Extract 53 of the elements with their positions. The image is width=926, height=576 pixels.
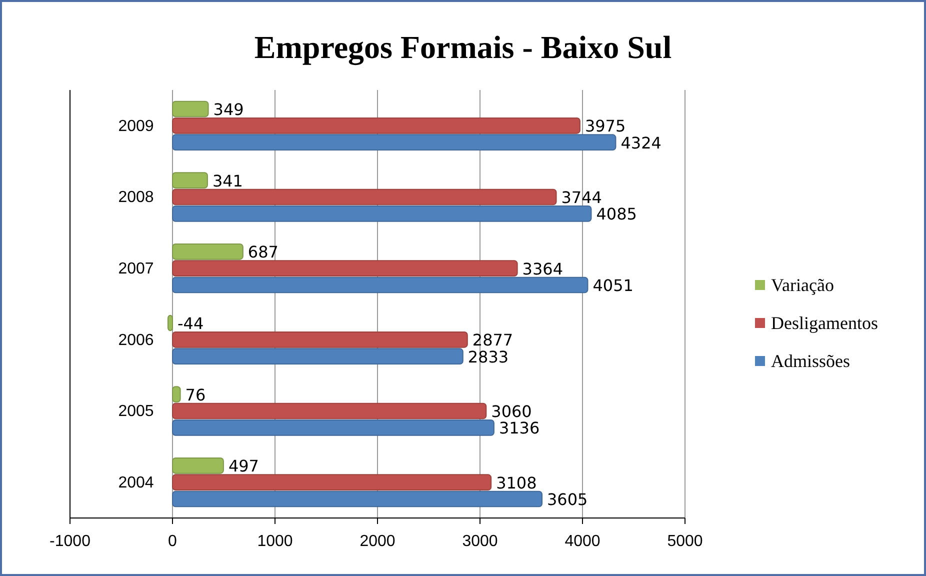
bar [172,420,494,436]
data-label: 341 [212,171,243,190]
data-label: 3364 [522,259,564,278]
data-label: 4051 [592,276,634,296]
x-tick-label: 0 [168,533,178,550]
bar [172,348,464,365]
x-tick-label: 5000 [667,533,703,550]
bar [172,243,244,260]
bar [172,276,588,294]
data-label: 2877 [472,330,514,350]
data-label: 3108 [496,473,537,492]
bar [172,172,208,188]
data-label: 3605 [547,490,588,510]
bar [172,490,543,508]
y-tick-label: 2004 [118,474,154,492]
bar [172,206,592,222]
bar [172,100,209,118]
data-label: 687 [248,242,278,262]
x-tick-label: 1000 [257,533,293,550]
bar [172,386,181,402]
data-label: -44 [178,314,204,333]
bar [172,188,557,206]
legend-label: Admissões [771,351,850,371]
data-label: 4324 [620,133,662,152]
data-label: 3744 [561,188,602,207]
bar [172,474,492,491]
data-label: 3975 [584,116,626,136]
bar [172,457,224,474]
data-label: 497 [228,456,259,476]
data-label: 4085 [596,204,637,224]
chart-title: Empregos Formais - Baixo Sul [254,29,672,66]
y-tick-label: 2008 [118,189,154,206]
bar [167,314,173,332]
data-label: 2833 [468,347,509,366]
x-tick-label: 4000 [564,533,600,550]
bar [172,260,518,277]
y-tick-label: 2005 [118,403,154,420]
y-tick-label: 2007 [118,260,154,278]
x-tick-label: 2000 [360,533,396,550]
bar [172,402,487,420]
x-tick-label: 3000 [462,533,498,550]
data-label: 76 [185,385,206,404]
bar [172,117,580,134]
y-tick-label: 2006 [118,332,154,349]
x-tick-label: -1000 [50,533,91,550]
data-label: 3136 [498,418,540,438]
legend-label: Desligamentos [771,313,878,333]
data-label: 3060 [491,402,532,421]
bar [172,331,468,348]
y-tick-label: 2009 [118,118,154,135]
legend-label: Variação [771,275,834,295]
data-label: 349 [213,100,244,119]
bar [172,134,616,151]
